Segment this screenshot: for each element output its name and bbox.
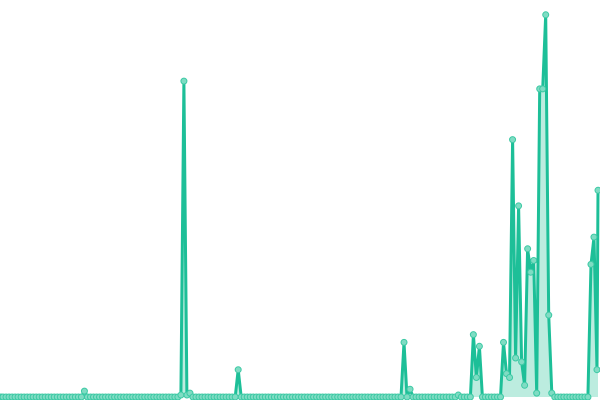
- data-point-78[interactable]: [231, 393, 239, 400]
- data-point-182[interactable]: [545, 311, 553, 319]
- series-line: [1, 13, 600, 399]
- data-point-178[interactable]: [533, 389, 541, 397]
- data-point-61[interactable]: [180, 77, 188, 85]
- data-point-157[interactable]: [469, 331, 477, 339]
- data-point-195[interactable]: [584, 393, 592, 400]
- data-point-156[interactable]: [466, 393, 474, 400]
- data-point-196[interactable]: [587, 260, 595, 268]
- data-point-172[interactable]: [515, 202, 523, 210]
- data-point-197[interactable]: [590, 233, 598, 241]
- data-point-177[interactable]: [530, 257, 538, 264]
- data-point-27[interactable]: [77, 393, 85, 400]
- data-point-181[interactable]: [542, 11, 550, 19]
- data-point-199[interactable]: [594, 186, 600, 194]
- line-layer: [1, 13, 600, 399]
- data-point-133[interactable]: [397, 393, 405, 400]
- data-point-170[interactable]: [509, 136, 517, 144]
- data-point-167[interactable]: [500, 338, 508, 346]
- point-layer: [0, 11, 600, 400]
- data-point-158[interactable]: [472, 374, 480, 381]
- data-point-175[interactable]: [524, 245, 532, 253]
- data-point-159[interactable]: [475, 342, 483, 350]
- data-point-174[interactable]: [521, 381, 529, 389]
- data-point-171[interactable]: [512, 354, 520, 362]
- data-point-135[interactable]: [403, 393, 411, 400]
- area-layer: [1, 14, 598, 398]
- data-point-79[interactable]: [234, 366, 242, 374]
- data-point-134[interactable]: [400, 338, 408, 346]
- data-point-176[interactable]: [527, 268, 535, 276]
- data-point-136[interactable]: [406, 385, 414, 393]
- series-area: [1, 14, 598, 398]
- data-point-60[interactable]: [177, 391, 185, 399]
- data-point-28[interactable]: [80, 387, 88, 395]
- data-point-198[interactable]: [593, 366, 600, 374]
- data-point-180[interactable]: [539, 85, 547, 93]
- data-point-173[interactable]: [518, 358, 526, 366]
- data-point-166[interactable]: [497, 393, 505, 400]
- data-point-169[interactable]: [506, 374, 514, 381]
